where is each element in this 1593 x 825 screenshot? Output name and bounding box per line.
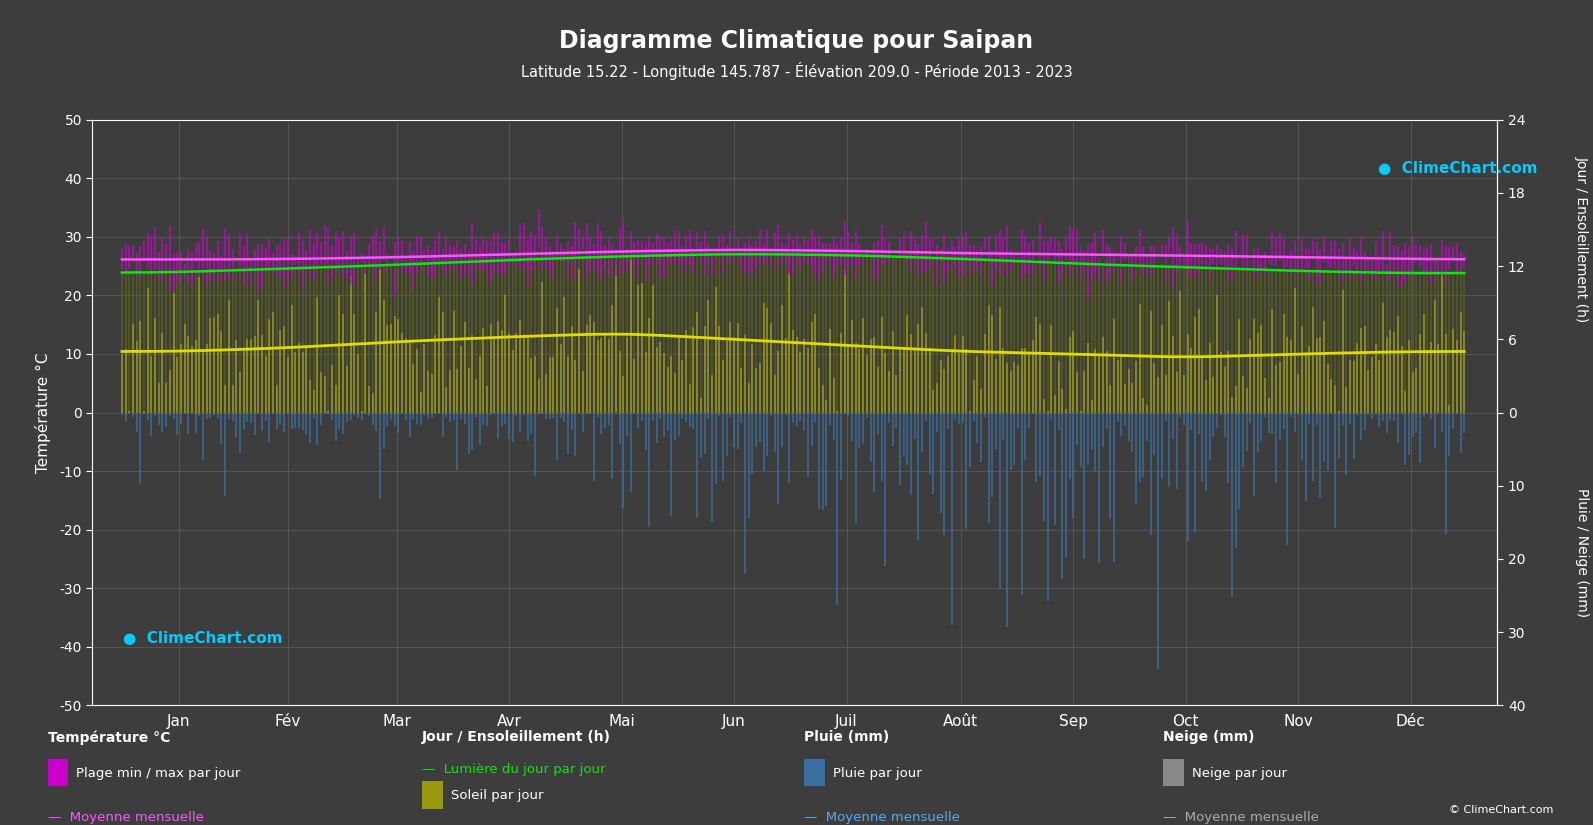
Text: © ClimeChart.com: © ClimeChart.com (1448, 805, 1553, 815)
Text: Jour / Ensoleillement (h): Jour / Ensoleillement (h) (1575, 156, 1588, 323)
Text: —  Moyenne mensuelle: — Moyenne mensuelle (1163, 811, 1319, 824)
Text: Neige par jour: Neige par jour (1192, 766, 1287, 780)
Y-axis label: Température °C: Température °C (35, 352, 51, 473)
Text: —  Lumière du jour par jour: — Lumière du jour par jour (422, 763, 605, 776)
Text: —  Moyenne mensuelle: — Moyenne mensuelle (48, 811, 204, 824)
Text: Pluie (mm): Pluie (mm) (804, 730, 890, 744)
Text: Pluie / Neige (mm): Pluie / Neige (mm) (1575, 488, 1588, 617)
Text: ●  ClimeChart.com: ● ClimeChart.com (1378, 161, 1537, 176)
Text: ●  ClimeChart.com: ● ClimeChart.com (123, 630, 284, 645)
Text: —  Moyenne mensuelle: — Moyenne mensuelle (804, 811, 961, 824)
Text: Température °C: Température °C (48, 730, 170, 745)
Text: Soleil par jour: Soleil par jour (451, 789, 543, 802)
Text: Jour / Ensoleillement (h): Jour / Ensoleillement (h) (422, 730, 612, 744)
Text: Latitude 15.22 - Longitude 145.787 - Élévation 209.0 - Période 2013 - 2023: Latitude 15.22 - Longitude 145.787 - Élé… (521, 62, 1072, 80)
Text: Plage min / max par jour: Plage min / max par jour (76, 766, 241, 780)
Text: Neige (mm): Neige (mm) (1163, 730, 1254, 744)
Text: Diagramme Climatique pour Saipan: Diagramme Climatique pour Saipan (559, 29, 1034, 53)
Text: Pluie par jour: Pluie par jour (833, 766, 922, 780)
